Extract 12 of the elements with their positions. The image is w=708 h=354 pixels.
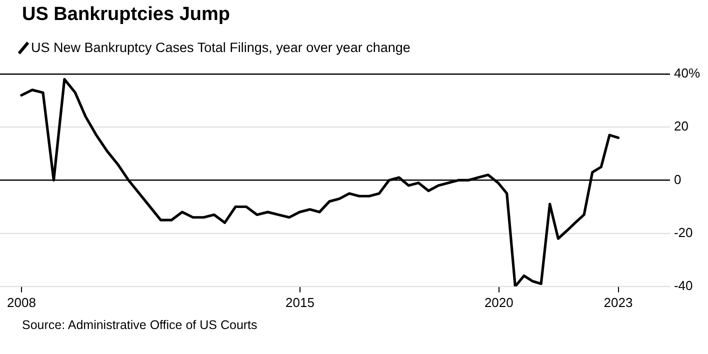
y-tick-label: -20 [674,224,693,240]
y-tick-label: 40% [674,66,700,81]
source-note: Source: Administrative Office of US Courts [22,318,258,332]
y-tick-label: 20 [674,118,688,134]
x-tick-label: 2008 [7,294,36,310]
y-tick-label: -40 [674,278,693,293]
x-tick-label: 2023 [604,294,633,310]
chart-title: US Bankruptcies Jump [22,4,230,26]
legend-label: US New Bankruptcy Cases Total Filings, year over year change [31,40,410,55]
y-tick-label: 0 [674,172,682,187]
x-tick-label: 2020 [484,294,514,310]
x-tick-label: 2015 [286,294,314,310]
